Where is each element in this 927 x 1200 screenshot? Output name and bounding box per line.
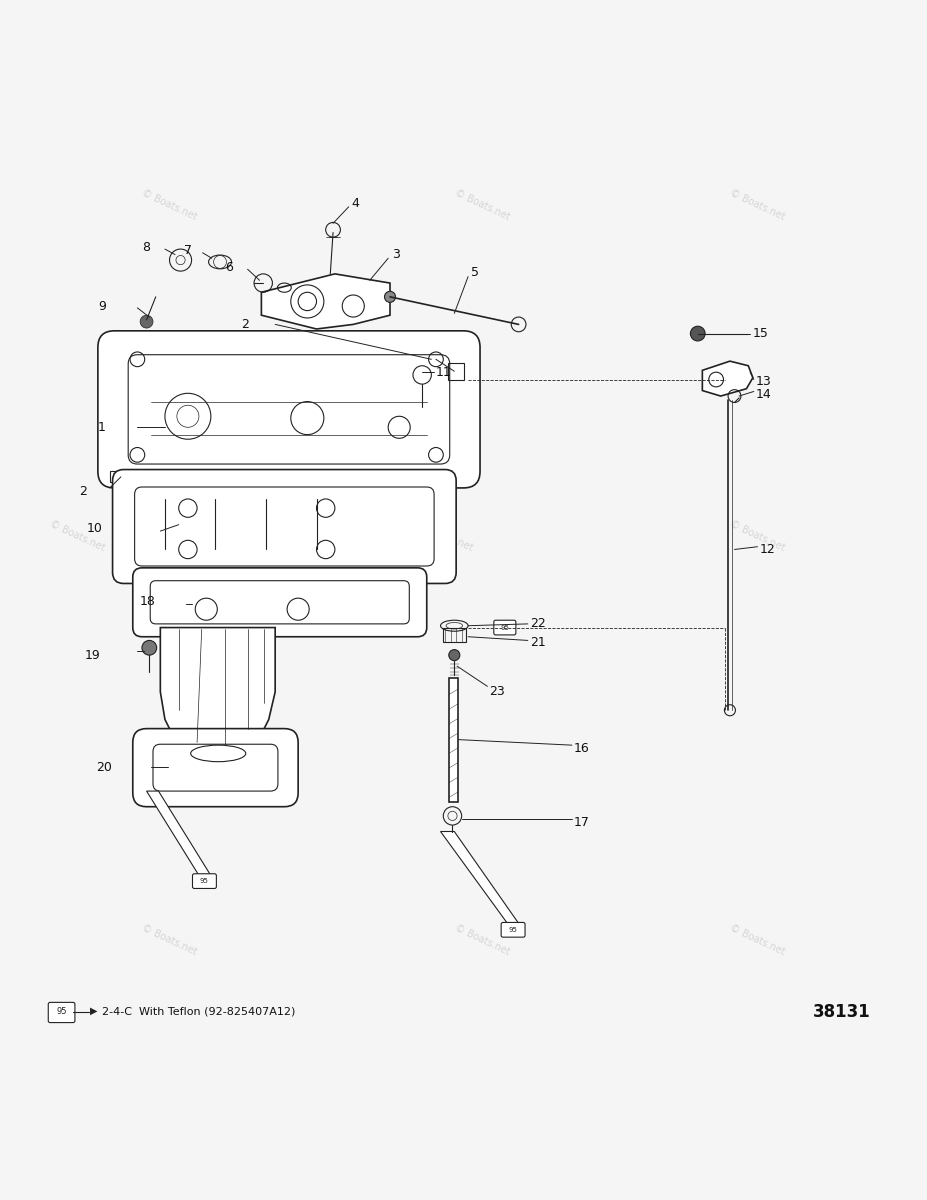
Text: 12: 12 [759, 542, 775, 556]
Text: 38131: 38131 [813, 1002, 870, 1020]
Text: 5: 5 [471, 266, 479, 280]
Text: © Boats.net: © Boats.net [452, 188, 511, 222]
Text: 3: 3 [392, 248, 400, 262]
Text: © Boats.net: © Boats.net [48, 518, 107, 553]
Circle shape [140, 316, 153, 328]
FancyBboxPatch shape [98, 331, 480, 488]
Text: 15: 15 [753, 328, 768, 340]
Text: 21: 21 [529, 636, 545, 649]
FancyBboxPatch shape [193, 874, 216, 888]
FancyBboxPatch shape [502, 923, 525, 937]
Circle shape [449, 649, 460, 661]
Text: © Boats.net: © Boats.net [729, 188, 787, 222]
Bar [448, 362, 464, 379]
Text: 2-4-C  With Teflon (92-825407A12): 2-4-C With Teflon (92-825407A12) [102, 1007, 295, 1016]
Text: 2: 2 [241, 318, 249, 331]
Text: © Boats.net: © Boats.net [729, 518, 787, 553]
Text: 4: 4 [351, 197, 360, 210]
Text: 14: 14 [756, 388, 771, 401]
Text: 2: 2 [80, 485, 87, 498]
FancyBboxPatch shape [494, 620, 515, 635]
Text: 6: 6 [224, 260, 233, 274]
FancyBboxPatch shape [48, 1002, 75, 1022]
Text: 22: 22 [529, 617, 545, 630]
Bar [443, 629, 466, 642]
Text: © Boats.net: © Boats.net [140, 188, 198, 222]
Text: 20: 20 [96, 761, 112, 774]
Circle shape [691, 326, 705, 341]
Text: 95: 95 [509, 926, 517, 932]
Polygon shape [261, 274, 390, 329]
Bar [449, 678, 458, 802]
FancyBboxPatch shape [133, 568, 426, 637]
Text: 95: 95 [200, 878, 209, 884]
Text: 95: 95 [57, 1007, 67, 1016]
Text: 8: 8 [142, 241, 150, 253]
Circle shape [385, 292, 396, 302]
Polygon shape [703, 361, 753, 396]
Bar [109, 472, 121, 482]
FancyBboxPatch shape [112, 469, 456, 583]
Text: © Boats.net: © Boats.net [140, 923, 198, 958]
Text: © Boats.net: © Boats.net [416, 518, 475, 553]
Text: 9: 9 [98, 300, 106, 312]
Circle shape [142, 641, 157, 655]
Text: 23: 23 [489, 685, 505, 698]
Text: 16: 16 [574, 743, 590, 755]
Text: 1: 1 [98, 421, 106, 433]
Text: 11: 11 [436, 366, 451, 379]
Text: © Boats.net: © Boats.net [729, 923, 787, 958]
Polygon shape [160, 628, 275, 756]
Polygon shape [146, 791, 210, 878]
Polygon shape [440, 832, 518, 926]
Text: 17: 17 [574, 816, 590, 829]
Text: ▶: ▶ [90, 1006, 97, 1015]
Text: 13: 13 [756, 374, 771, 388]
Text: 18: 18 [140, 595, 156, 608]
FancyBboxPatch shape [133, 728, 298, 806]
Text: © Boats.net: © Boats.net [452, 923, 511, 958]
Text: 10: 10 [87, 522, 103, 535]
Text: 7: 7 [184, 245, 192, 258]
Text: 19: 19 [85, 649, 101, 661]
Text: 95: 95 [501, 624, 509, 630]
